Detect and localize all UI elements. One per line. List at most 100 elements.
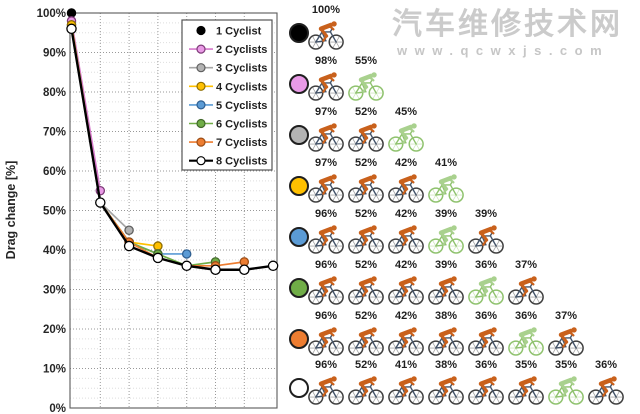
cyclist-cell: 39% <box>466 208 506 254</box>
legend-marker <box>196 118 206 129</box>
cyclist-cell: 39% <box>426 208 466 254</box>
drag-percent-label: 36% <box>514 309 538 322</box>
drag-percent-label: 37% <box>514 258 538 271</box>
cyclist-icon <box>508 375 544 405</box>
cyclist-icon <box>468 375 504 405</box>
cyclist-cell: 52% <box>346 106 386 152</box>
cyclist-cell: 36% <box>466 310 506 356</box>
cyclist-icon <box>308 224 344 254</box>
y-tick-label: 0% <box>49 403 66 414</box>
cyclist-icon <box>308 20 344 50</box>
legend-item-label: 4 Cyclists <box>216 81 267 93</box>
cyclist-cells: 96% 52% 42% 39% 39% <box>306 208 506 254</box>
cyclist-cell: 41% <box>426 157 466 203</box>
drag-percent-label: 52% <box>354 358 378 371</box>
legend-box <box>181 19 273 171</box>
cyclist-icon <box>348 173 384 203</box>
y-tick-label: 100% <box>37 8 66 20</box>
cyclist-cell: 45% <box>386 106 426 152</box>
series-dot <box>289 278 309 298</box>
series-marker <box>210 264 221 275</box>
series-dot <box>289 125 309 145</box>
y-tick-label: 10% <box>43 364 66 376</box>
cyclist-icon <box>308 71 344 101</box>
cyclist-icon <box>588 375 624 405</box>
drag-percent-label: 41% <box>394 358 418 371</box>
chart-legend: 1 Cyclist 2 Cyclists 3 Cyclists 4 Cyclists 5… <box>181 19 273 171</box>
cyclist-cells: 96% 52% 42% 39% 36% 37% <box>306 259 546 305</box>
cyclist-cell: 36% <box>586 359 626 405</box>
drag-percent-label: 39% <box>474 207 498 220</box>
legend-marker <box>196 100 206 110</box>
y-tick-label: 60% <box>43 166 66 178</box>
drag-percent-label: 42% <box>394 156 418 169</box>
cyclist-icon <box>308 275 344 305</box>
drag-percent-label: 36% <box>474 309 498 322</box>
cyclist-icon-lowest-drag <box>468 275 504 305</box>
cyclist-cell: 36% <box>466 259 506 305</box>
cyclist-icon <box>388 224 424 254</box>
drag-percent-label: 52% <box>354 156 378 169</box>
legend-item-label: 2 Cyclists <box>216 44 267 56</box>
cyclist-cell: 100% <box>306 4 346 50</box>
drag-percent-label: 39% <box>434 207 458 220</box>
legend-item-label: 7 Cyclists <box>216 137 267 149</box>
y-tick-label: 30% <box>43 285 66 297</box>
cyclist-cell: 42% <box>386 208 426 254</box>
cyclist-cell: 52% <box>346 157 386 203</box>
series-marker <box>124 225 134 235</box>
series-dot <box>289 329 309 349</box>
cyclist-cell: 98% <box>306 55 346 101</box>
series-marker <box>95 197 106 208</box>
drag-percent-label: 45% <box>394 105 418 118</box>
cyclist-cells: 98% 55% <box>306 55 386 101</box>
cyclist-cell: 37% <box>546 310 586 356</box>
drag-percent-label: 98% <box>314 54 338 67</box>
drag-percent-label: 100% <box>311 3 341 16</box>
cyclist-icon-lowest-drag <box>348 71 384 101</box>
cyclist-icon <box>308 375 344 405</box>
series-marker <box>152 252 164 264</box>
legend-item-label: 1 Cyclist <box>216 26 262 38</box>
cyclist-icon <box>308 326 344 356</box>
y-tick-label: 90% <box>43 48 66 60</box>
series-marker <box>123 240 135 252</box>
series-dot <box>289 176 309 196</box>
y-tick-label: 70% <box>43 127 66 139</box>
series-marker <box>239 264 250 275</box>
drag-percent-label: 96% <box>314 258 338 271</box>
cyclist-cell: 96% <box>306 310 346 356</box>
cyclist-cell: 42% <box>386 259 426 305</box>
cyclist-icon <box>308 122 344 152</box>
legend-item-label: 6 Cyclists <box>216 119 267 131</box>
cyclist-cell: 39% <box>426 259 466 305</box>
cyclist-cell: 38% <box>426 359 466 405</box>
cyclist-icon <box>348 375 384 405</box>
series-marker <box>66 23 77 35</box>
cyclist-icon <box>388 375 424 405</box>
cyclist-cells: 100% <box>306 4 346 50</box>
drag-chart-area: 100% 90% 80% 70% 60% 50% 40% 30% 20% 10% 0% 1 Cycli… <box>0 0 290 414</box>
drag-chart: 100% 90% 80% 70% 60% 50% 40% 30% 20% 10% 0% 1 Cycli… <box>37 8 279 414</box>
series-marker <box>181 260 192 272</box>
cyclist-cells: 96% 52% 41% 38% 36% 35% 35% 36% <box>306 359 626 405</box>
cyclist-cell: 42% <box>386 310 426 356</box>
cyclist-cell: 36% <box>466 359 506 405</box>
drag-percent-label: 35% <box>514 358 538 371</box>
drag-percent-label: 97% <box>314 156 338 169</box>
cyclist-cell: 35% <box>546 359 586 405</box>
cyclist-icon-lowest-drag <box>388 122 424 152</box>
legend-item-label: 8 Cyclists <box>216 156 267 168</box>
drag-percent-label: 36% <box>474 358 498 371</box>
cyclist-icon <box>308 173 344 203</box>
cyclist-cells: 97% 52% 42% 41% <box>306 157 466 203</box>
legend-marker <box>196 137 206 147</box>
y-axis-ticks: 100% 90% 80% 70% 60% 50% 40% 30% 20% 10% 0% <box>37 8 66 414</box>
cyclist-icon-lowest-drag <box>508 326 544 356</box>
cyclist-icon <box>428 326 464 356</box>
series-dot <box>289 23 309 43</box>
cyclist-icon <box>428 375 464 405</box>
y-tick-label: 80% <box>43 87 66 99</box>
y-tick-label: 50% <box>43 206 66 218</box>
